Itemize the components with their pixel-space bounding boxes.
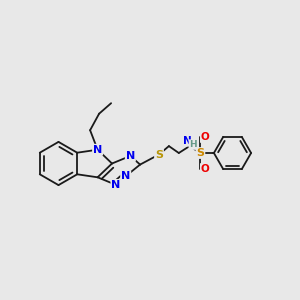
Text: S: S: [155, 149, 163, 160]
Text: N: N: [183, 136, 192, 146]
Text: O: O: [201, 132, 210, 142]
Text: N: N: [93, 145, 102, 155]
Text: N: N: [121, 171, 130, 181]
Text: N: N: [111, 180, 121, 190]
Text: O: O: [201, 164, 210, 174]
Text: S: S: [196, 148, 204, 158]
Text: H: H: [189, 140, 197, 149]
Text: N: N: [126, 151, 135, 161]
